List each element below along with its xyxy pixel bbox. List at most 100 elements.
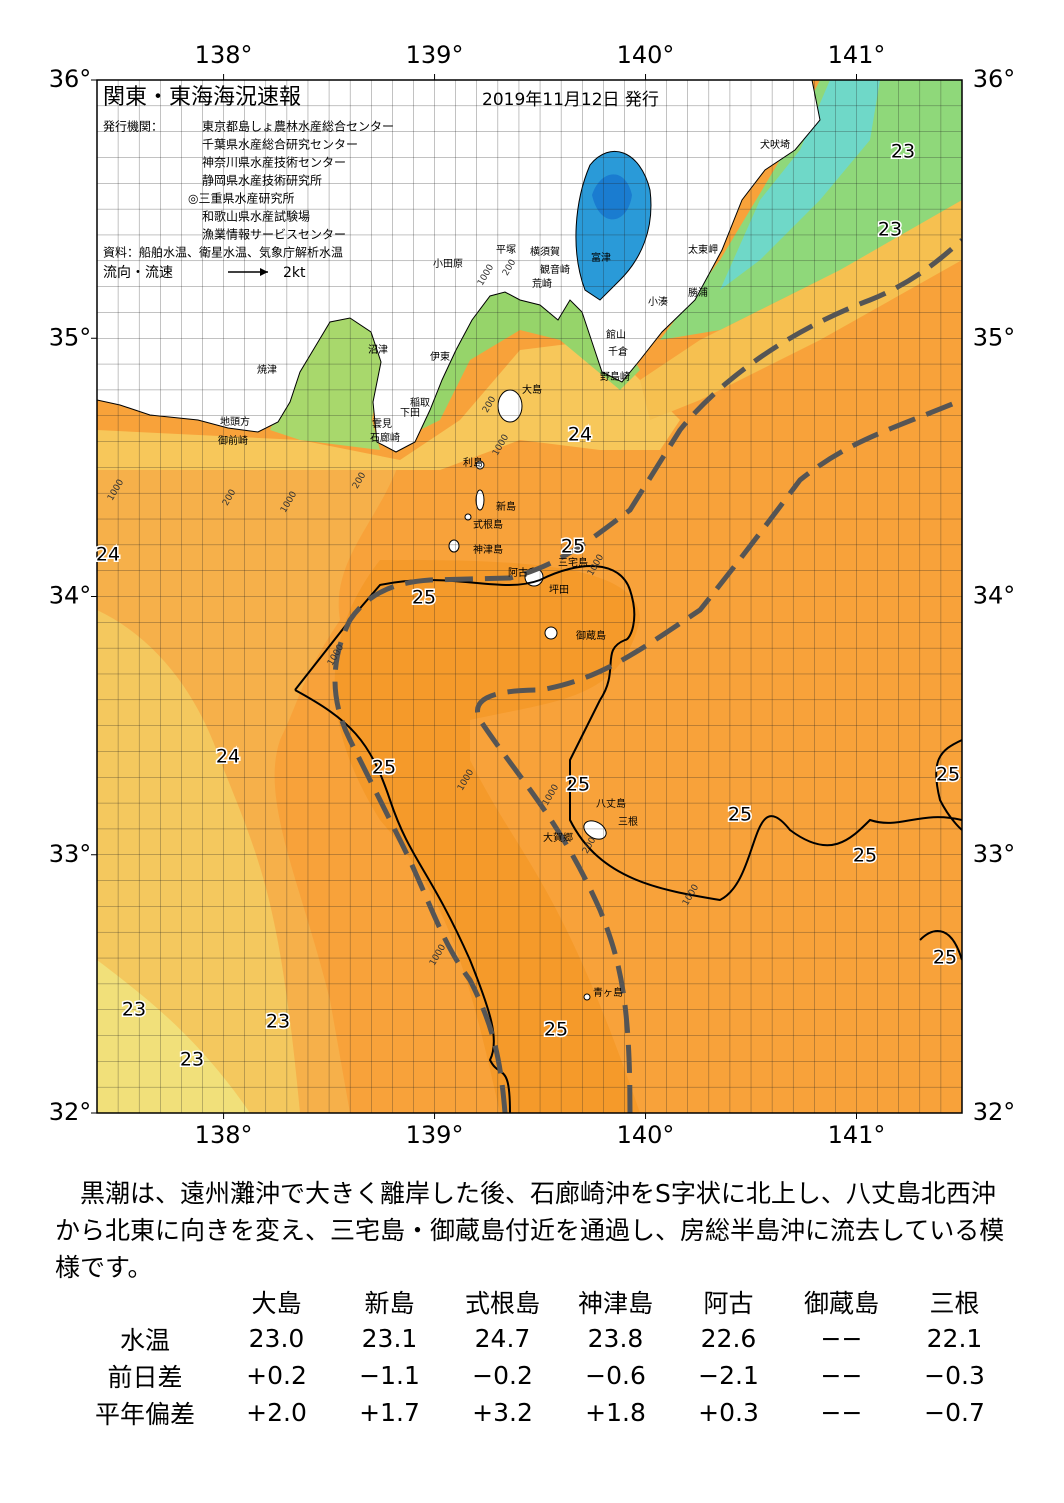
sea-coastal-east: [640, 200, 962, 420]
lat-tick-label: 33°: [49, 840, 92, 868]
table-cell: −0.3: [924, 1361, 985, 1390]
place-name: 横須賀: [530, 245, 560, 258]
place-name: 大島: [522, 383, 542, 396]
place-name: 大賀郷: [543, 831, 573, 844]
table-cell: −1.1: [359, 1361, 420, 1390]
place-name: 荒崎: [532, 277, 552, 290]
temperature-label: 25: [933, 947, 957, 969]
place-name: 三宅島: [558, 556, 588, 569]
tokyo-bay-inner: [592, 174, 632, 220]
column-header: 三根: [929, 1288, 980, 1318]
kuroshio-edge: [475, 397, 962, 1113]
table-cell: 23.8: [587, 1324, 644, 1353]
temperature-label: 25: [372, 757, 396, 779]
lat-tick-label: 34°: [973, 582, 1016, 610]
column-header: 神津島: [577, 1288, 653, 1318]
place-name: 稲取: [410, 397, 430, 409]
table-cell: −0.2: [472, 1361, 533, 1390]
table-cell: −2.1: [698, 1361, 759, 1390]
place-name: 式根島: [473, 518, 503, 531]
table-cell: −−: [820, 1398, 863, 1427]
sea-cool: [97, 610, 300, 1113]
place-name: 勝浦: [688, 286, 708, 299]
table-header: 大島 新島 式根島 神津島 阿古 御蔵島 三根: [70, 1283, 1011, 1320]
table-cell: +3.2: [472, 1398, 533, 1427]
sea-core: [334, 560, 640, 1113]
place-name: 下田: [400, 408, 420, 419]
lat-tick-label: 32°: [973, 1098, 1016, 1126]
place-name: 八丈島: [596, 797, 626, 810]
lon-tick-label: 138°: [195, 41, 253, 69]
island: [475, 460, 485, 470]
kuroshio-axis: [332, 238, 962, 1113]
place-name: 雲見: [372, 418, 392, 430]
column-header: 大島: [251, 1288, 302, 1318]
table-cell: 24.7: [474, 1324, 531, 1353]
lon-tick-label: 141°: [828, 41, 886, 69]
place-name: 館山: [606, 328, 626, 341]
place-name: 坪田: [549, 583, 569, 596]
sea-cold: [97, 960, 250, 1113]
lat-tick-label: 32°: [49, 1098, 92, 1126]
issuer: ◎三重県水産研究所: [188, 191, 294, 206]
lat-tick-label: 33°: [973, 840, 1016, 868]
table-cell: +0.3: [698, 1398, 759, 1427]
issue-date: 2019年11月12日 発行: [482, 90, 659, 110]
place-name: 新島: [496, 500, 516, 513]
temperature-label: 23: [266, 1011, 290, 1033]
current-legend: 流向・流速: [103, 265, 173, 281]
issuer: 漁業情報サービスセンター: [202, 228, 346, 242]
table-cell: +1.7: [359, 1398, 420, 1427]
table-cell: 23.0: [248, 1324, 305, 1353]
table-cell: 22.6: [700, 1324, 757, 1353]
lat-tick-label: 35°: [49, 323, 92, 351]
lon-tick-label: 139°: [406, 1121, 464, 1149]
island: [497, 389, 523, 423]
place-name: 富津: [591, 251, 611, 264]
corner: [70, 1283, 220, 1320]
grid: [97, 80, 962, 1113]
current-scale-arrowhead: [260, 268, 268, 276]
island: [448, 539, 460, 553]
table-cell: −0.7: [924, 1398, 985, 1427]
isotherm-25: [294, 565, 962, 1113]
table-body: 水温 23.0 23.1 24.7 23.8 22.6 −− 22.1 前日差 +0.2 −1.1 −…: [70, 1320, 1011, 1431]
column-header: 阿古: [703, 1288, 754, 1318]
temperature-label: 24: [568, 424, 592, 446]
sea-coastal: [97, 340, 680, 470]
temperature-label: 23: [122, 999, 146, 1021]
issuers-label: 発行機関：: [103, 119, 163, 134]
lat-tick-label: 34°: [49, 582, 92, 610]
issuer: 神奈川県水産技術センター: [202, 155, 346, 170]
issuer: 静岡県水産技術研究所: [202, 173, 322, 188]
column-header: 式根島: [464, 1288, 540, 1318]
place-name: 阿古: [508, 566, 528, 579]
lat-tick-label: 35°: [973, 323, 1016, 351]
summary: 黒潮は、遠州灘沖で大きく離岸した後、石廊崎沖をS字状に北上し、八丈島北西沖から北…: [55, 1179, 1005, 1282]
temperature-label: 23: [180, 1049, 204, 1071]
place-name: 利島: [463, 456, 483, 469]
lat-tick-label: 36°: [973, 65, 1016, 93]
table-cell: +1.8: [585, 1398, 646, 1427]
place-name: 千倉: [608, 345, 628, 358]
lon-tick-label: 140°: [617, 1121, 675, 1149]
table: 大島 新島 式根島 神津島 阿古 御蔵島 三根 水温 23.0 23.1 24.7 23.8 22.6…: [70, 1283, 1011, 1431]
temperature-label: 25: [561, 536, 585, 558]
map-body: [97, 80, 962, 1113]
lon-tick-label: 138°: [195, 1121, 253, 1149]
temperature-label: 25: [544, 1019, 568, 1041]
temperature-label: 23: [878, 219, 902, 241]
table-row: 前日差 +0.2 −1.1 −0.2 −0.6 −2.1 −− −0.3: [70, 1357, 1011, 1394]
issuer: 千葉県水産総合研究センター: [202, 137, 358, 152]
temperature-label: 23: [891, 141, 915, 163]
row-label: 水温: [119, 1325, 170, 1355]
island: [475, 489, 485, 511]
row-label: 前日差: [107, 1362, 183, 1392]
temperature-label: 24: [96, 544, 120, 566]
place-name: 野島崎: [600, 370, 630, 383]
issuer: 和歌山県水産試験場: [202, 209, 310, 224]
place-name: 地頭方: [220, 415, 250, 428]
place-name: 平塚: [496, 244, 516, 256]
table-cell: −−: [820, 1361, 863, 1390]
